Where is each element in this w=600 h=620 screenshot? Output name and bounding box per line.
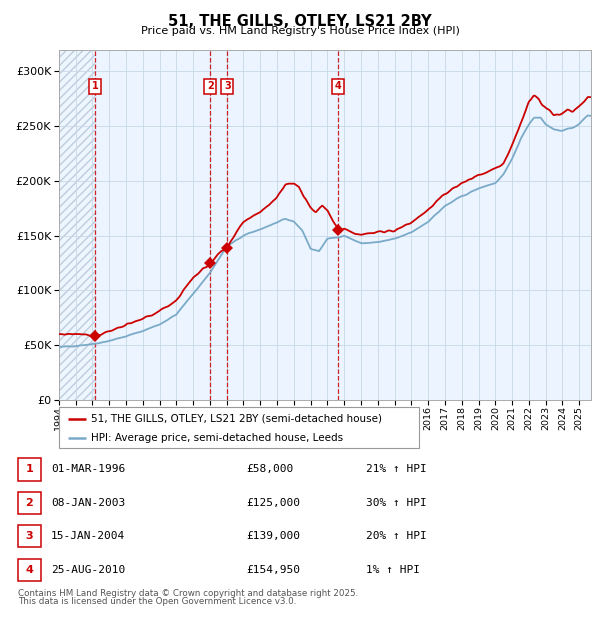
Text: £125,000: £125,000 <box>246 498 300 508</box>
Text: 15-JAN-2004: 15-JAN-2004 <box>51 531 125 541</box>
Text: 51, THE GILLS, OTLEY, LS21 2BY (semi-detached house): 51, THE GILLS, OTLEY, LS21 2BY (semi-det… <box>91 414 382 423</box>
Text: 08-JAN-2003: 08-JAN-2003 <box>51 498 125 508</box>
Text: Contains HM Land Registry data © Crown copyright and database right 2025.: Contains HM Land Registry data © Crown c… <box>18 589 358 598</box>
Text: £58,000: £58,000 <box>246 464 293 474</box>
Text: 2: 2 <box>26 498 33 508</box>
Bar <box>59 50 95 400</box>
Text: Price paid vs. HM Land Registry's House Price Index (HPI): Price paid vs. HM Land Registry's House … <box>140 26 460 36</box>
Text: 3: 3 <box>224 81 231 91</box>
Text: 21% ↑ HPI: 21% ↑ HPI <box>366 464 427 474</box>
Text: 2: 2 <box>207 81 214 91</box>
Text: 1: 1 <box>26 464 33 474</box>
Text: 4: 4 <box>335 81 342 91</box>
Text: 1: 1 <box>92 81 98 91</box>
Text: 20% ↑ HPI: 20% ↑ HPI <box>366 531 427 541</box>
Text: 4: 4 <box>25 565 34 575</box>
Text: £139,000: £139,000 <box>246 531 300 541</box>
Text: 3: 3 <box>26 531 33 541</box>
Text: 1% ↑ HPI: 1% ↑ HPI <box>366 565 420 575</box>
Text: 51, THE GILLS, OTLEY, LS21 2BY: 51, THE GILLS, OTLEY, LS21 2BY <box>168 14 432 29</box>
Text: HPI: Average price, semi-detached house, Leeds: HPI: Average price, semi-detached house,… <box>91 433 343 443</box>
Bar <box>227 50 338 400</box>
Bar <box>59 50 95 400</box>
Text: 01-MAR-1996: 01-MAR-1996 <box>51 464 125 474</box>
Bar <box>338 50 591 400</box>
Text: 30% ↑ HPI: 30% ↑ HPI <box>366 498 427 508</box>
Text: £154,950: £154,950 <box>246 565 300 575</box>
Text: This data is licensed under the Open Government Licence v3.0.: This data is licensed under the Open Gov… <box>18 597 296 606</box>
Bar <box>95 50 211 400</box>
Bar <box>211 50 227 400</box>
Text: 25-AUG-2010: 25-AUG-2010 <box>51 565 125 575</box>
